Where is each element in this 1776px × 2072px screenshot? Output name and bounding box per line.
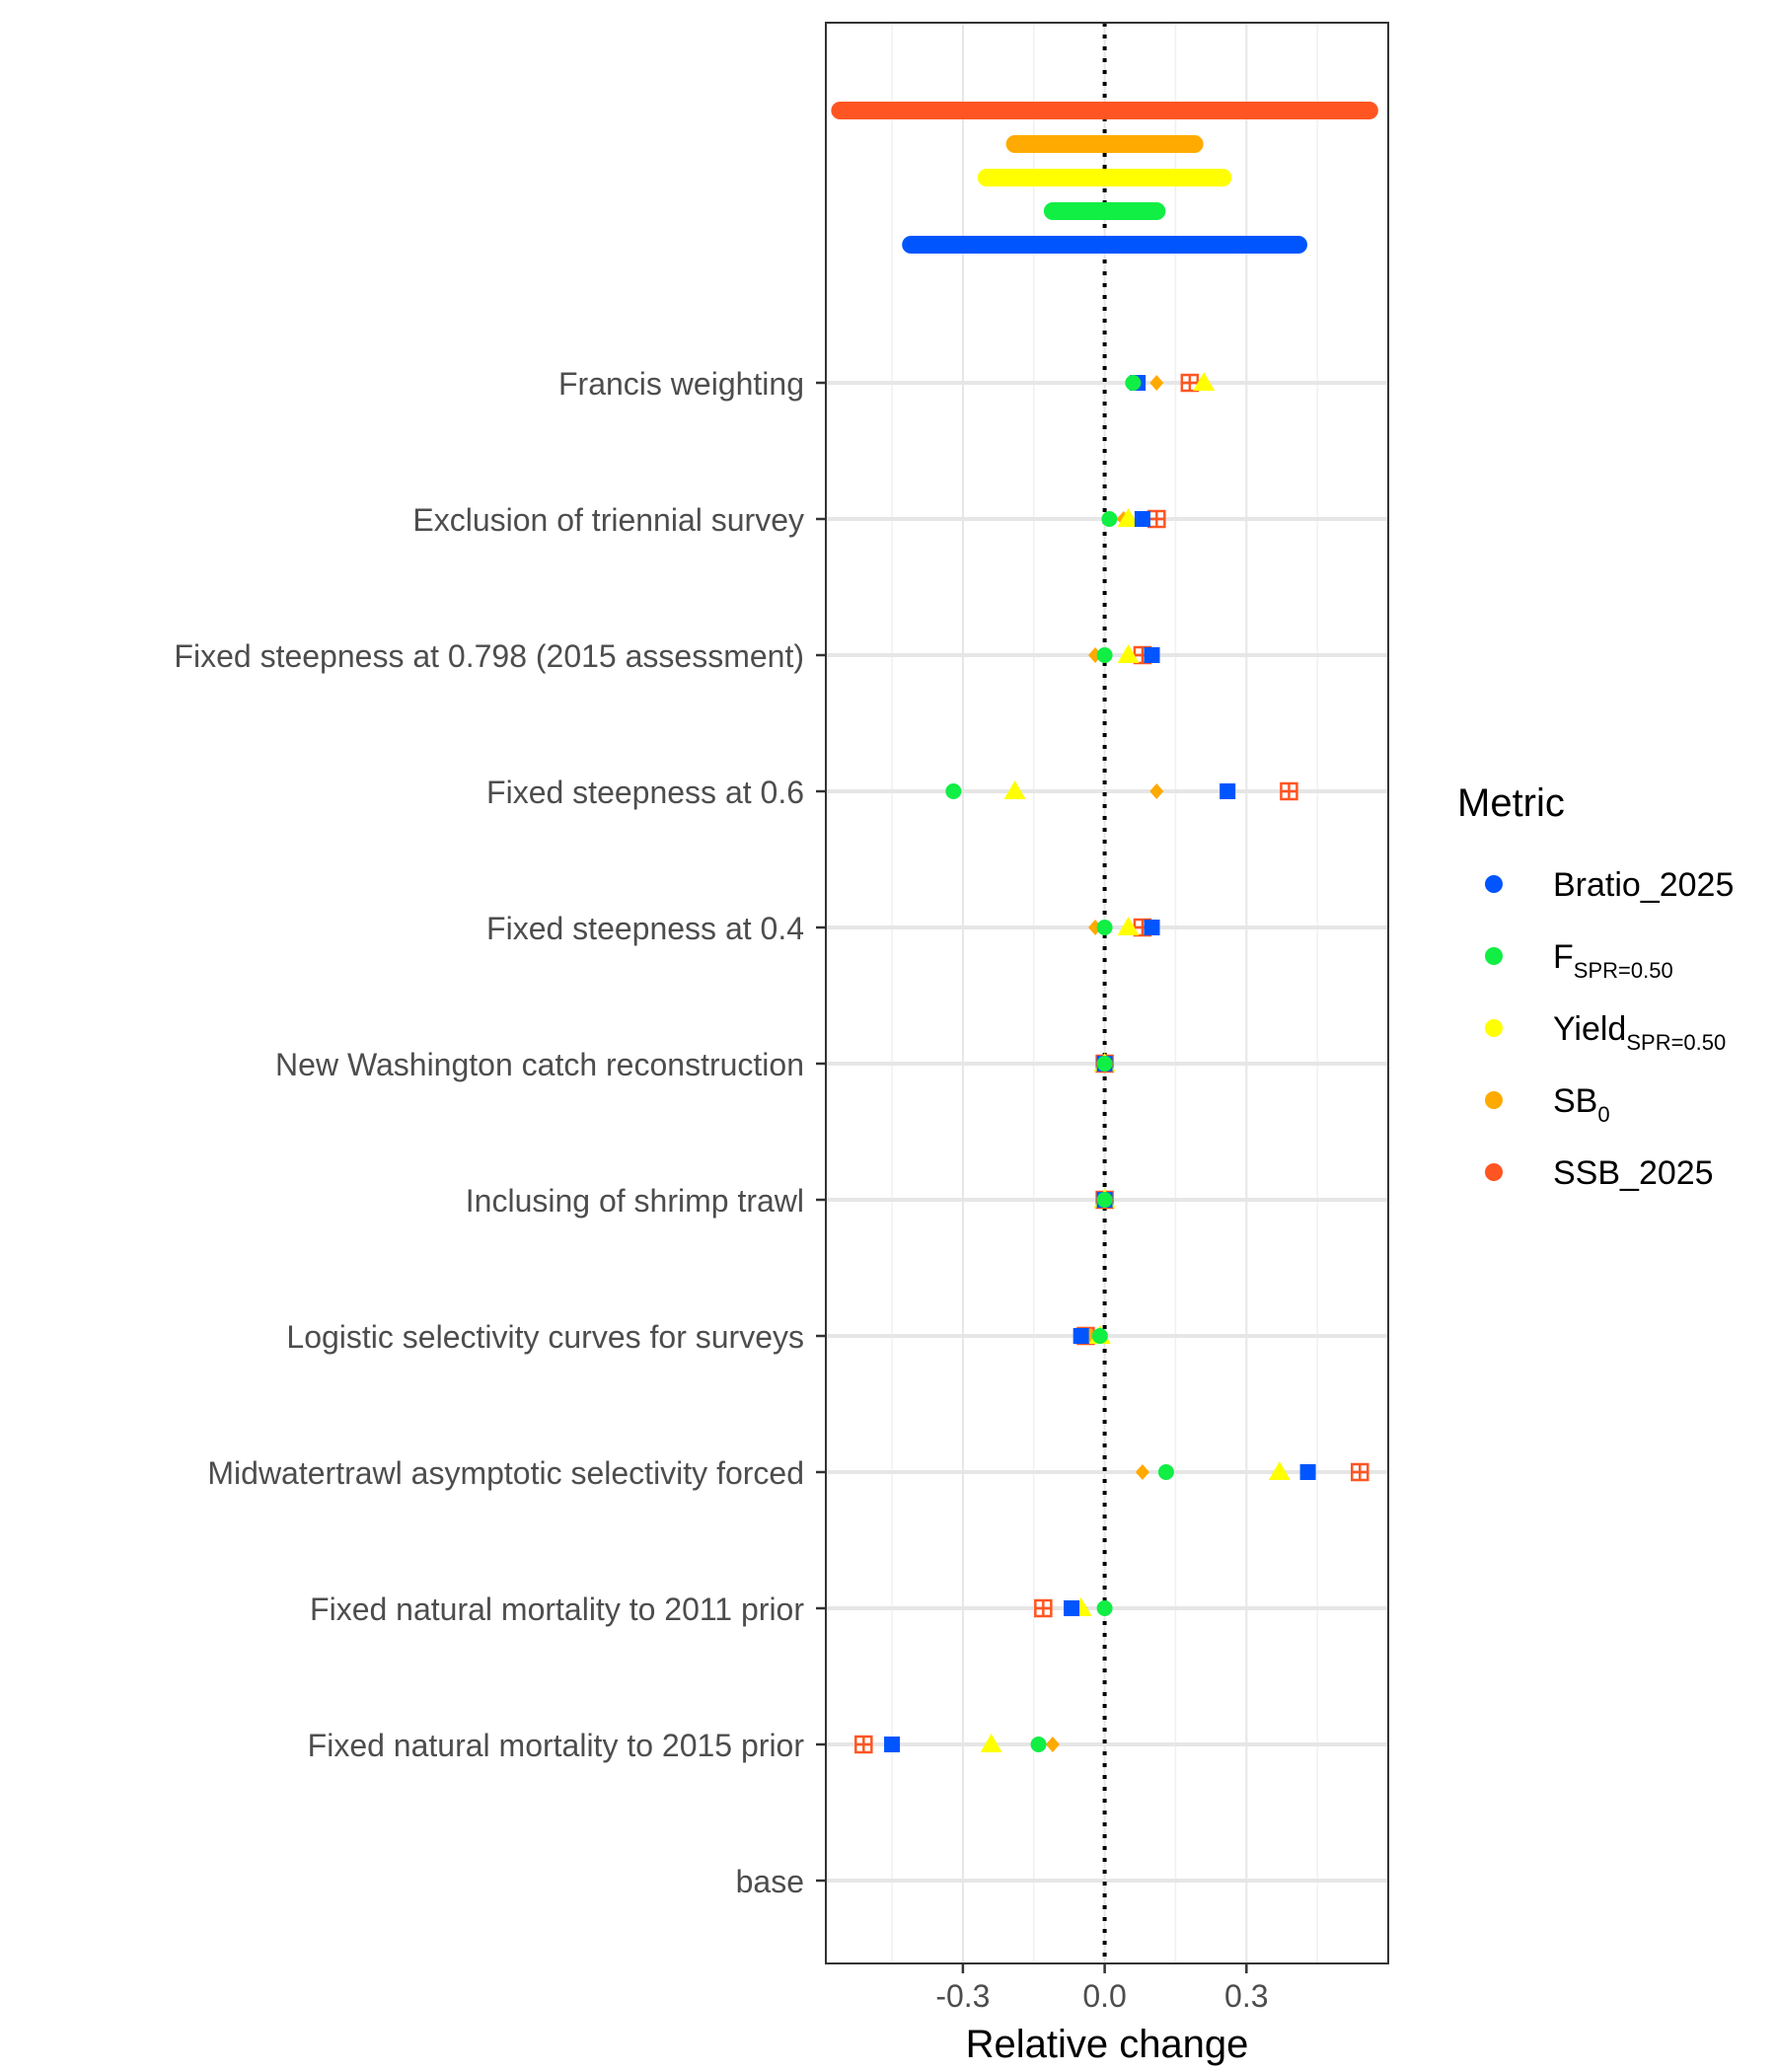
point-bratio [1144, 647, 1160, 663]
y-tick-label: base [736, 1864, 804, 1899]
point-ssb [1280, 781, 1298, 801]
y-tick-label: Exclusion of triennial survey [412, 502, 804, 538]
x-tick-label: -0.3 [935, 1978, 990, 2014]
legend-key-ssb [1485, 1163, 1503, 1181]
x-tick-label: 0.3 [1224, 1978, 1268, 2014]
y-axis: Francis weighting Exclusion of triennial … [174, 366, 826, 1899]
point-f [1096, 1600, 1113, 1616]
y-tick-label: Francis weighting [558, 366, 804, 402]
legend-label-sb0: SB0 [1553, 1082, 1610, 1127]
point-yield [1003, 780, 1026, 799]
point-bratio [1134, 511, 1150, 527]
point-ssb [1351, 1462, 1369, 1482]
y-tick-label: Fixed steepness at 0.798 (2015 assessmen… [174, 638, 804, 674]
point-f [945, 783, 962, 799]
legend-label-f: FSPR=0.50 [1553, 938, 1673, 983]
legend-label-yield: YieldSPR=0.50 [1553, 1010, 1726, 1055]
point-bratio [1073, 1328, 1089, 1344]
y-tick-label: Inclusing of shrimp trawl [466, 1183, 804, 1219]
point-sb0 [1045, 1737, 1060, 1752]
data-points [854, 372, 1369, 1754]
point-f [1096, 1056, 1113, 1072]
x-axis: -0.3 0.0 0.3 [935, 1963, 1269, 2014]
y-tick-label: Fixed steepness at 0.6 [486, 775, 804, 810]
point-yield [1117, 508, 1140, 527]
point-f [1157, 1464, 1174, 1480]
point-ssb [1147, 509, 1166, 529]
x-axis-title: Relative change [966, 2023, 1249, 2066]
point-bratio [1299, 1464, 1316, 1480]
legend-key-f [1485, 947, 1503, 965]
y-tick-label: Fixed steepness at 0.4 [486, 911, 804, 946]
point-f [1030, 1737, 1047, 1752]
legend: Metric Bratio_2025 FSPR=0.50 YieldSPR=0.50… [1457, 781, 1734, 1192]
point-yield [1117, 917, 1140, 935]
point-bratio [1064, 1600, 1080, 1616]
y-tick-label: Fixed natural mortality to 2015 prior [308, 1728, 805, 1763]
point-yield [1268, 1461, 1291, 1480]
point-f [1096, 920, 1113, 935]
point-yield [1117, 644, 1140, 663]
legend-key-bratio [1485, 875, 1503, 893]
legend-label-ssb: SSB_2025 [1553, 1154, 1714, 1192]
plot-panel-border [825, 22, 1389, 1964]
point-bratio [1220, 783, 1236, 799]
legend-label-bratio: Bratio_2025 [1553, 866, 1734, 904]
legend-title: Metric [1457, 781, 1565, 825]
point-sb0 [1149, 375, 1164, 391]
y-tick-label: Midwatertrawl asymptotic selectivity for… [207, 1455, 804, 1491]
x-tick-label: 0.0 [1082, 1978, 1126, 2014]
y-tick-label: Fixed natural mortality to 2011 prior [310, 1591, 804, 1627]
point-f [1096, 1192, 1113, 1208]
point-bratio [1144, 920, 1160, 935]
point-sb0 [1149, 783, 1164, 799]
legend-key-yield [1485, 1019, 1503, 1037]
point-f [1125, 375, 1142, 391]
y-tick-label: Logistic selectivity curves for surveys [286, 1319, 804, 1355]
point-yield [1193, 372, 1216, 391]
point-f [1101, 511, 1118, 527]
legend-key-sb0 [1485, 1091, 1503, 1109]
point-ssb [1180, 373, 1200, 393]
grid-lines [826, 23, 1388, 1963]
point-ssb [1034, 1598, 1053, 1618]
range-bars [831, 102, 1378, 254]
point-f [1091, 1328, 1108, 1344]
point-yield [980, 1734, 1002, 1752]
point-sb0 [1135, 1464, 1149, 1480]
y-tick-label: New Washington catch reconstruction [275, 1047, 804, 1082]
point-ssb [854, 1735, 873, 1754]
point-bratio [884, 1737, 901, 1752]
point-f [1096, 647, 1113, 663]
